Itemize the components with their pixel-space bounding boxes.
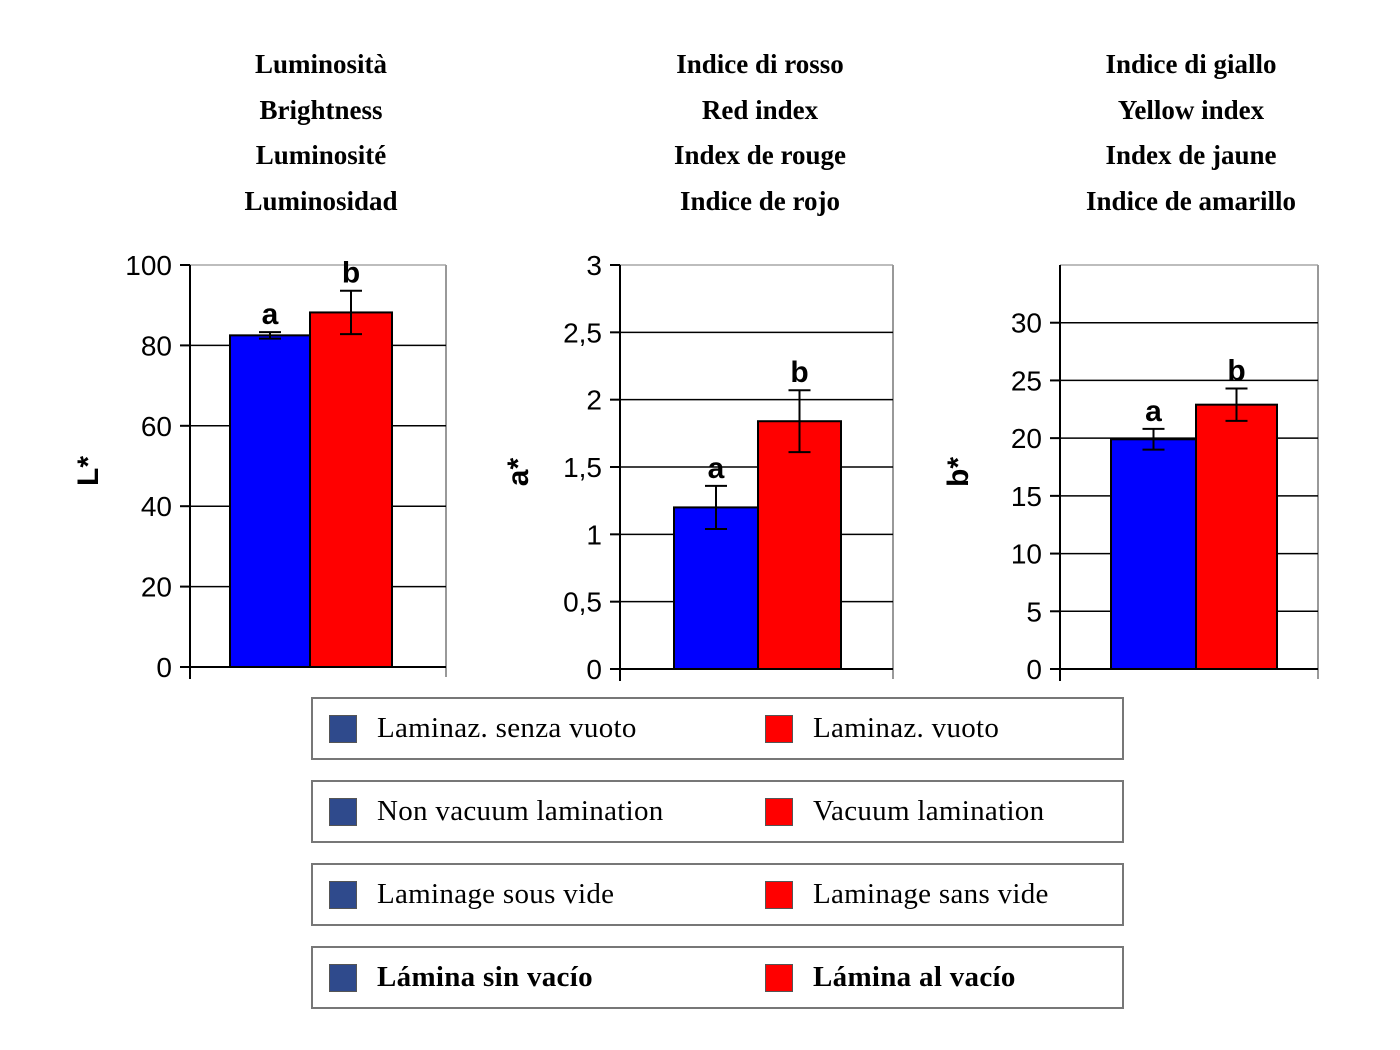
title-line: Yellow index (1117, 94, 1265, 125)
legend-box-italian: Laminaz. senza vuoto Laminaz. vuoto (311, 697, 1124, 760)
y-tick-label: 2 (586, 385, 602, 416)
significance-label: a (1145, 395, 1162, 428)
legend-swatch-blue (329, 880, 357, 909)
title-line: Indice de rojo (680, 185, 840, 216)
title-line: Brightness (259, 94, 383, 125)
significance-label: b (342, 257, 360, 290)
y-tick-label: 0 (586, 654, 602, 685)
legend-label: Laminaz. senza vuoto (377, 712, 637, 744)
legend-swatch-red (765, 797, 793, 826)
title-line: Indice di giallo (1105, 49, 1277, 79)
significance-label: b (790, 356, 808, 389)
legend-item-right: Laminage sans vide (765, 865, 1049, 924)
legend-item-left: Laminaz. senza vuoto (329, 699, 637, 758)
y-tick-label: 0,5 (563, 587, 602, 618)
y-tick-label: 3 (586, 250, 602, 281)
bar (229, 334, 311, 668)
significance-label: a (708, 452, 725, 485)
legend-item-right: Lámina al vacío (765, 948, 1016, 1007)
legend-label: Vacuum lamination (813, 795, 1045, 827)
legend-label: Laminaz. vuoto (813, 712, 1000, 744)
legend-label: Non vacuum lamination (377, 795, 664, 827)
y-axis-label: L* (72, 456, 105, 486)
title-line: Indice di rosso (676, 49, 844, 79)
legend-swatch-red (765, 714, 793, 743)
legend-box-english: Non vacuum lamination Vacuum lamination (311, 780, 1124, 843)
y-tick-label: 20 (141, 572, 172, 603)
legend-label: Lámina sin vacío (377, 961, 593, 993)
legend-label: Laminage sous vide (377, 878, 615, 910)
bar (1110, 438, 1197, 670)
title-line: Index de jaune (1105, 140, 1277, 170)
title-line: Luminosità (254, 49, 388, 79)
legend-swatch-blue (329, 963, 357, 992)
y-tick-label: 25 (1011, 365, 1042, 396)
y-tick-label: 20 (1011, 423, 1042, 454)
y-tick-label: 1 (586, 519, 602, 550)
legend-box-spanish: Lámina sin vacío Lámina al vacío (311, 946, 1124, 1009)
title-line: Red index (701, 94, 819, 125)
legend-item-right: Vacuum lamination (765, 782, 1044, 841)
y-axis-label: a* (502, 457, 535, 486)
y-axis-label: b* (942, 457, 975, 487)
y-tick-label: 30 (1011, 308, 1042, 339)
y-tick-label: 5 (1026, 596, 1042, 627)
y-tick-label: 2,5 (563, 317, 602, 348)
title-luminosity: Luminosità Brightness Luminosité Luminos… (161, 42, 481, 224)
y-tick-label: 80 (141, 330, 172, 361)
legend-label: Laminage sans vide (813, 878, 1049, 910)
title-line: Index de rouge (673, 140, 847, 170)
y-tick-label: 100 (125, 250, 172, 281)
title-red-index: Indice di rosso Red index Index de rouge… (600, 42, 920, 224)
y-tick-label: 0 (156, 652, 172, 683)
y-tick-label: 60 (141, 411, 172, 442)
bar (673, 506, 759, 670)
title-yellow-index: Indice di giallo Yellow index Index de j… (1031, 42, 1351, 224)
legend-item-left: Non vacuum lamination (329, 782, 664, 841)
y-tick-label: 10 (1011, 539, 1042, 570)
legend-label: Lámina al vacío (813, 961, 1016, 993)
significance-label: b (1227, 355, 1245, 388)
title-line: Luminosité (255, 140, 387, 170)
y-tick-label: 40 (141, 491, 172, 522)
legend-box-french: Laminage sous vide Laminage sans vide (311, 863, 1124, 926)
legend-swatch-red (765, 880, 793, 909)
bar (309, 311, 393, 668)
y-tick-label: 15 (1011, 481, 1042, 512)
y-tick-label: 0 (1026, 654, 1042, 685)
legend-swatch-blue (329, 797, 357, 826)
legend-swatch-blue (329, 714, 357, 743)
bar (757, 420, 842, 671)
legend-item-left: Laminage sous vide (329, 865, 614, 924)
legend-swatch-red (765, 963, 793, 992)
significance-label: a (262, 298, 279, 331)
title-line: Indice de amarillo (1086, 185, 1296, 216)
legend-item-left: Lámina sin vacío (329, 948, 593, 1007)
y-tick-label: 1,5 (563, 452, 602, 483)
title-line: Luminosidad (244, 185, 398, 216)
charts-canvas: a b 0 20 40 60 80 100 L* a b 0 0,5 1 1,5 2 2,5 3 a* a b 0 5 10 1… (72, 250, 1319, 685)
legend-item-right: Laminaz. vuoto (765, 699, 999, 758)
bar (1195, 403, 1278, 670)
